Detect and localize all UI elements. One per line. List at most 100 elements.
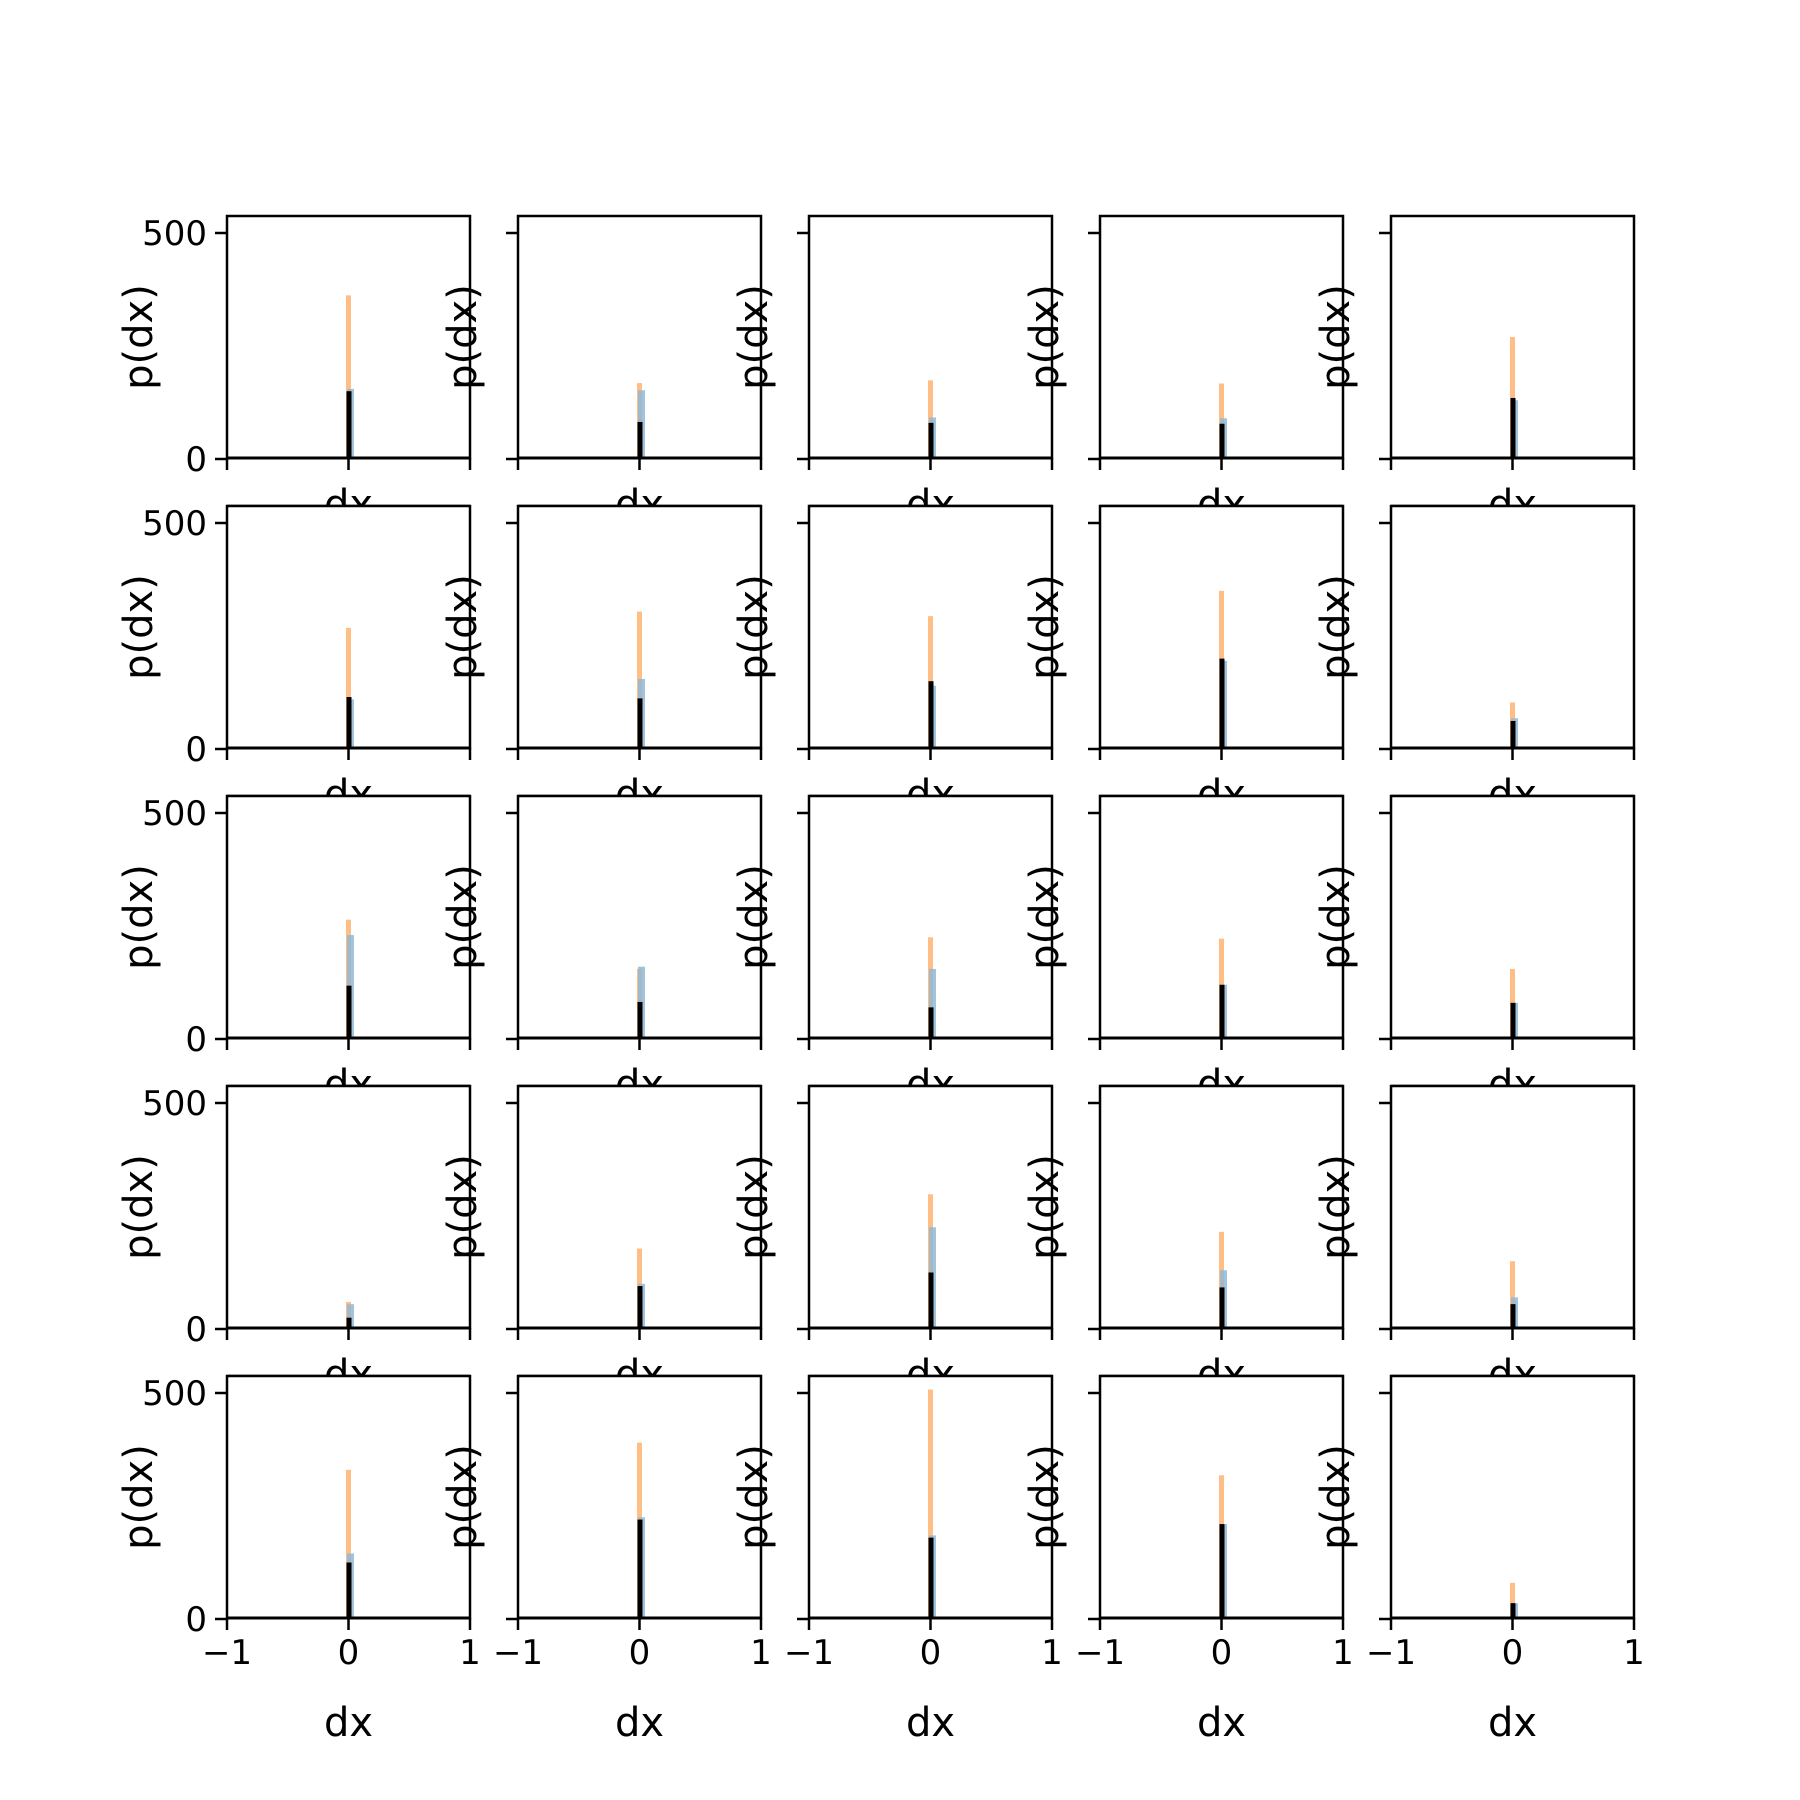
subplot-1-5: p(dx)dx: [1313, 214, 1636, 528]
black-step: [637, 698, 643, 749]
subplot-4-2: p(dx)dx: [440, 1084, 763, 1398]
label-mask: [228, 1085, 469, 1100]
subplot-3-3: p(dx)dx: [731, 794, 1054, 1108]
y-axis-label: p(dx): [1313, 1444, 1359, 1550]
orange-bar: [1510, 1261, 1515, 1329]
y-axis-label: p(dx): [731, 574, 777, 680]
subplot-5-4: −1 0 1 p(dx) dx: [1022, 1374, 1354, 1746]
orange-bar: [346, 1469, 351, 1619]
y-axis-label: p(dx): [116, 1444, 162, 1550]
y-axis-label: p(dx): [1022, 1444, 1068, 1550]
orange-bar: [346, 627, 351, 749]
label-mask: [228, 505, 469, 520]
y-axis-label: p(dx): [1313, 1154, 1359, 1260]
subplot-3-5: p(dx)dx: [1313, 794, 1636, 1108]
x-axis-label: dx: [906, 1700, 955, 1746]
y-axis-label: p(dx): [440, 284, 486, 390]
blue-bar: [929, 968, 936, 1039]
y-tick-label: 500: [142, 214, 207, 254]
x-tick-label: 0: [338, 1633, 360, 1673]
label-mask: [1101, 1375, 1342, 1390]
axes-frame: [1389, 1374, 1636, 1620]
black-step: [1219, 1287, 1225, 1329]
label-mask: [1101, 795, 1342, 810]
subplot-4-5: p(dx)dx: [1313, 1084, 1636, 1398]
y-axis-label: p(dx): [1313, 574, 1359, 680]
x-tick-label: 0: [1211, 1633, 1233, 1673]
black-step: [637, 1286, 643, 1329]
x-tick-label: 1: [1041, 1633, 1063, 1673]
x-axis-label: dx: [1197, 1700, 1246, 1746]
label-mask: [519, 1085, 760, 1100]
black-step: [1219, 984, 1225, 1039]
subplot-2-3: p(dx)dx: [731, 504, 1054, 818]
y-tick-label: 500: [142, 794, 207, 834]
black-step: [1510, 1603, 1516, 1619]
y-axis-label: p(dx): [1022, 1154, 1068, 1260]
subplot-1-3: p(dx)dx: [731, 214, 1054, 528]
label-mask: [810, 1085, 1051, 1100]
black-step: [1510, 1002, 1516, 1039]
y-tick-label: 0: [185, 1310, 207, 1350]
black-step: [1510, 1304, 1516, 1329]
y-axis-label: p(dx): [116, 1154, 162, 1260]
black-step: [928, 1007, 934, 1039]
x-axis-label: dx: [1488, 1700, 1537, 1746]
y-tick-label: 0: [185, 440, 207, 480]
black-step: [346, 985, 352, 1039]
orange-bar: [1510, 336, 1515, 459]
subplot-2-5: p(dx)dx: [1313, 504, 1636, 818]
label-mask: [1392, 505, 1633, 520]
black-step: [928, 1537, 934, 1619]
subplot-3-2: p(dx)dx: [440, 794, 763, 1108]
y-tick-label: 500: [142, 1374, 207, 1414]
y-axis-label: p(dx): [440, 1154, 486, 1260]
label-mask: [519, 795, 760, 810]
label-mask: [519, 505, 760, 520]
label-mask: [810, 1375, 1051, 1390]
y-axis-label: p(dx): [116, 574, 162, 680]
x-tick-label: 0: [920, 1633, 942, 1673]
black-step: [1219, 658, 1225, 749]
y-axis-label: p(dx): [116, 864, 162, 970]
black-step: [346, 697, 352, 749]
black-step: [637, 1519, 643, 1619]
orange-bar: [928, 1388, 933, 1619]
black-step: [928, 1272, 934, 1329]
black-step: [637, 1001, 643, 1039]
y-axis-label: p(dx): [1022, 574, 1068, 680]
y-axis-label: p(dx): [731, 284, 777, 390]
x-axis-label: dx: [615, 1700, 664, 1746]
y-tick-label: 500: [142, 504, 207, 544]
black-step: [346, 1562, 352, 1619]
label-mask: [810, 795, 1051, 810]
x-tick-label: 1: [1623, 1633, 1645, 1673]
blue-bar: [347, 1304, 354, 1329]
label-mask: [810, 505, 1051, 520]
black-step: [1219, 423, 1225, 459]
y-axis-label: p(dx): [440, 574, 486, 680]
subplot-2-2: p(dx)dx: [440, 504, 763, 818]
subplot-5-3: −1 0 1 p(dx) dx: [731, 1374, 1063, 1746]
x-tick-label: 1: [1332, 1633, 1354, 1673]
y-axis-label: p(dx): [440, 864, 486, 970]
y-axis-label: p(dx): [1313, 284, 1359, 390]
subplot-1-2: p(dx)dx: [440, 214, 763, 528]
label-mask: [228, 795, 469, 810]
label-mask: [1101, 1085, 1342, 1100]
y-tick-label: 0: [185, 1020, 207, 1060]
y-axis-label: p(dx): [116, 284, 162, 390]
black-step: [346, 1317, 352, 1329]
axes-frame: [225, 1084, 472, 1330]
y-axis-label: p(dx): [440, 1444, 486, 1550]
x-axis-label: dx: [324, 1700, 373, 1746]
subplot-5-5: −1 0 1 p(dx) dx: [1313, 1374, 1645, 1746]
black-step: [637, 421, 643, 459]
y-tick-label: 500: [142, 1084, 207, 1124]
y-axis-label: p(dx): [1313, 864, 1359, 970]
x-tick-label: −1: [1366, 1633, 1416, 1673]
